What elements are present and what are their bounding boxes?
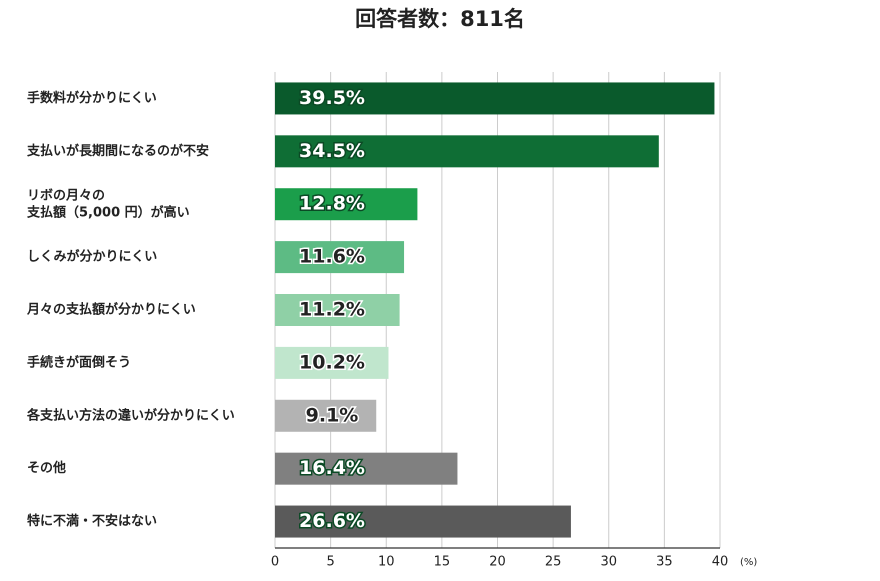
bar — [275, 346, 389, 379]
x-tick-label: 20 — [489, 555, 506, 570]
bar — [275, 82, 715, 115]
x-tick-label: 35 — [656, 555, 673, 570]
x-tick-label: 10 — [378, 555, 395, 570]
category-label: 手数料が分かりにくい — [27, 90, 157, 106]
value-label: 26.6% — [299, 510, 365, 532]
bar — [275, 452, 458, 485]
value-label: 39.5% — [299, 87, 365, 109]
category-label: 月々の支払額が分かりにくい — [26, 302, 196, 318]
category-label: しくみが分かりにくい — [27, 249, 157, 265]
value-label: 11.2% — [299, 299, 365, 321]
value-label: 10.2% — [299, 351, 365, 373]
value-label: 34.5% — [299, 140, 365, 162]
bar — [275, 505, 571, 538]
chart-title: 回答者数：811名 — [355, 7, 525, 31]
value-label: 12.8% — [299, 193, 365, 215]
x-tick-label: 25 — [545, 555, 562, 570]
category-label: 手続きが面倒そう — [27, 354, 131, 370]
category-label: その他 — [27, 460, 66, 476]
x-unit: (%) — [740, 557, 757, 568]
bar — [275, 241, 405, 274]
category-label: 特に不満・不安はない — [27, 513, 157, 529]
x-tick-label: 40 — [712, 555, 729, 570]
x-tick-label: 5 — [326, 555, 334, 570]
value-label: 16.4% — [299, 457, 365, 479]
bar — [275, 188, 418, 221]
x-tick-label: 0 — [271, 555, 279, 570]
value-label: 9.1% — [306, 404, 359, 426]
bar — [275, 294, 400, 326]
category-label: 支払いが長期間になるのが不安 — [26, 143, 209, 159]
value-label: 11.6% — [299, 246, 365, 268]
category-label: 各支払い方法の違いが分かりにくい — [26, 407, 235, 423]
x-tick-label: 30 — [600, 555, 617, 570]
bar — [275, 399, 377, 432]
x-tick-label: 15 — [434, 555, 451, 570]
bar — [275, 135, 659, 168]
category-label: リボの月々の支払額（5,000 円）が高い — [26, 187, 190, 220]
